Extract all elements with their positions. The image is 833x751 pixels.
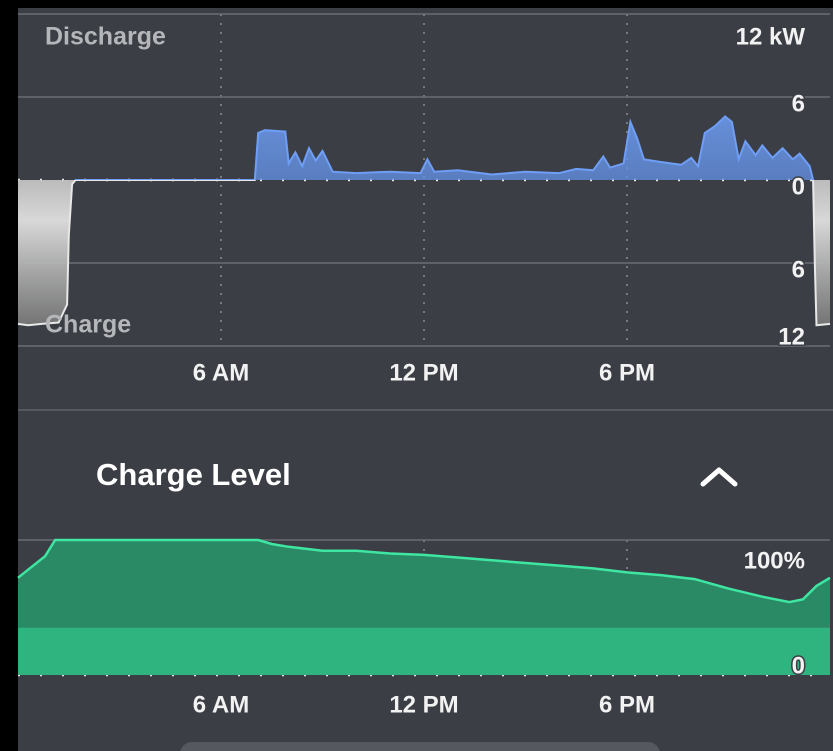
x-tick-label: 12 PM <box>389 691 458 718</box>
x-tick-label: 6 PM <box>599 691 655 718</box>
y-tick-label: 0 <box>792 173 805 200</box>
discharge-line <box>74 115 815 180</box>
x-tick-label: 6 AM <box>193 691 249 718</box>
collapse-chevron[interactable] <box>700 467 738 487</box>
y-tick-label: 12 <box>778 323 805 350</box>
y-tick-label: 0 <box>792 652 805 679</box>
bottom-button[interactable] <box>180 742 660 751</box>
x-tick-label: 6 AM <box>193 359 249 386</box>
x-tick-label: 6 PM <box>599 359 655 386</box>
y-tick-label: 100% <box>744 547 805 574</box>
y-tick-label: 6 <box>792 90 805 117</box>
plots: 6 AM 12 PM 6 PM 12 kW 6 0 6 12 6 AM 12 PM 6 PM 100%… <box>17 13 831 718</box>
discharge-label: Discharge <box>45 23 166 51</box>
y-tick-label: 6 <box>792 256 805 283</box>
discharge-area <box>18 116 830 180</box>
y-tick-label: 12 kW <box>736 23 806 50</box>
section-title: Charge Level <box>96 457 291 492</box>
charge-label: Charge <box>45 311 131 339</box>
x-tick-label: 12 PM <box>389 359 458 386</box>
reserve-band <box>18 627 830 675</box>
charge-level-line <box>17 538 831 604</box>
